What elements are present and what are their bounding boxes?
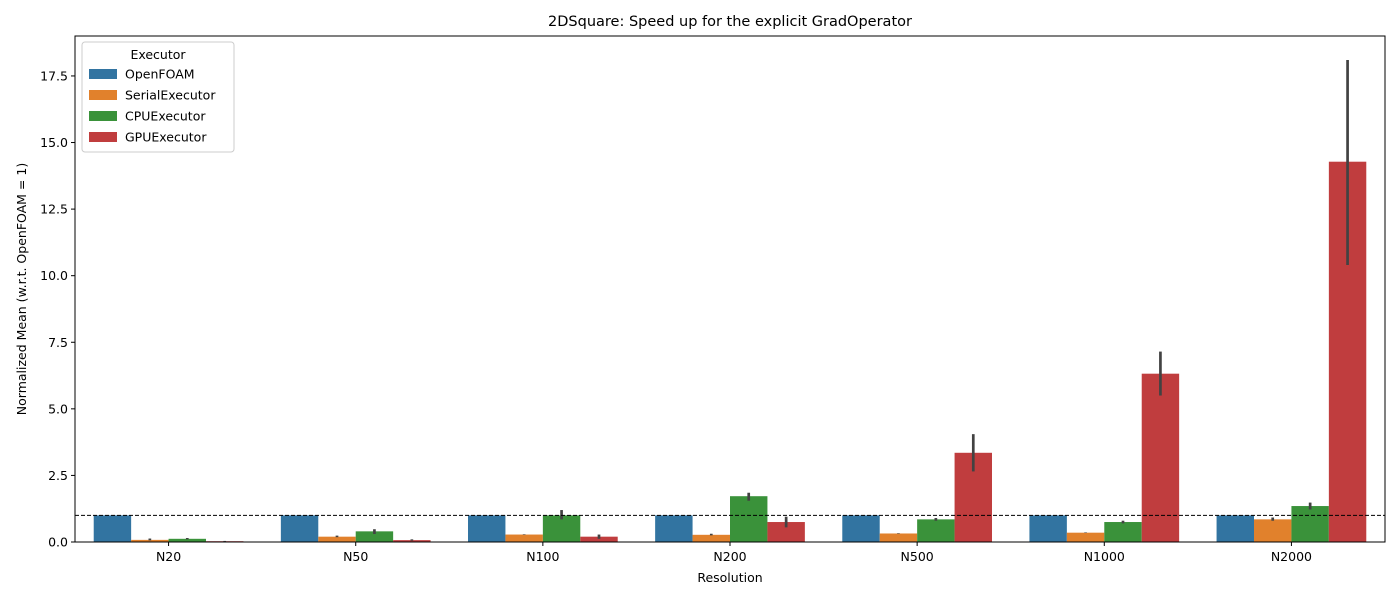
bar-serialexecutor-n1000 [1066,532,1105,542]
bar-serialexecutor-n500 [879,533,918,542]
legend-box [81,41,235,153]
bar-openfoam-n100 [468,515,506,542]
bar-openfoam-n500 [842,515,880,542]
bar-openfoam-n20 [93,515,132,542]
y-axis-label: Normalized Mean (w.r.t. OpenFOAM = 1) [14,163,29,415]
y-tick-label: 2.5 [48,468,68,483]
legend-title: Executor [130,47,186,62]
x-tick-label: N200 [713,549,746,564]
bar-cpuexecutor-n20 [168,538,206,542]
bar-openfoam-n1000 [1029,515,1067,542]
x-axis-label: Resolution [697,570,762,585]
y-tick-label: 10.0 [40,268,68,283]
bar-serialexecutor-n50 [318,536,356,542]
bar-serialexecutor-n200 [692,534,730,542]
legend-swatch-openfoam [89,69,117,79]
plot-frame [74,35,1386,543]
bar-gpuexecutor-n100 [580,536,618,542]
bar-gpuexecutor-n200 [767,522,805,542]
y-tick-label: 15.0 [40,135,68,150]
bar-cpuexecutor-n1000 [1104,522,1142,542]
legend-label-gpuexecutor: GPUExecutor [125,130,207,145]
bar-serialexecutor-n100 [505,534,543,542]
plot-area: 0.0 2.5 5.0 7.5 10.0 12.5 15.0 17.5 N20 N50 N100 N2… [40,35,1386,564]
bar-gpuexecutor-n1000 [1141,373,1180,542]
legend-label-openfoam: OpenFOAM [125,67,195,82]
x-tick-label: N1000 [1084,549,1125,564]
y-tick-label: 17.5 [40,68,68,83]
bar-openfoam-n2000 [1216,515,1254,542]
x-tick-label: N100 [526,549,559,564]
y-tick-label: 7.5 [48,335,68,350]
bar-openfoam-n50 [280,515,319,542]
legend: Executor OpenFOAM SerialExecutor CPUExecut… [81,41,235,153]
bar-serialexecutor-n2000 [1254,519,1292,542]
bar-gpuexecutor-n50 [393,540,431,542]
bar-serialexecutor-n20 [131,539,169,542]
legend-swatch-gpuexecutor [89,132,117,142]
legend-swatch-serialexecutor [89,90,117,100]
bar-cpuexecutor-n100 [542,515,581,542]
x-tick-label: N20 [156,549,181,564]
legend-label-cpuexecutor: CPUExecutor [125,109,206,124]
y-tick-label: 12.5 [40,202,68,217]
x-tick-label: N500 [901,549,934,564]
y-tick-label: 5.0 [48,401,68,416]
legend-swatch-cpuexecutor [89,111,117,121]
bar-cpuexecutor-n50 [355,531,394,542]
y-tick-label: 0.0 [48,535,68,550]
x-tick-label: N50 [343,549,368,564]
chart-title: 2DSquare: Speed up for the explicit Grad… [548,14,912,30]
bar-cpuexecutor-n500 [917,519,955,542]
legend-label-serialexecutor: SerialExecutor [125,88,216,103]
bar-cpuexecutor-n200 [730,496,768,542]
x-tick-label: N2000 [1271,549,1312,564]
bar-cpuexecutor-n2000 [1291,506,1329,542]
bar-openfoam-n200 [655,515,693,542]
